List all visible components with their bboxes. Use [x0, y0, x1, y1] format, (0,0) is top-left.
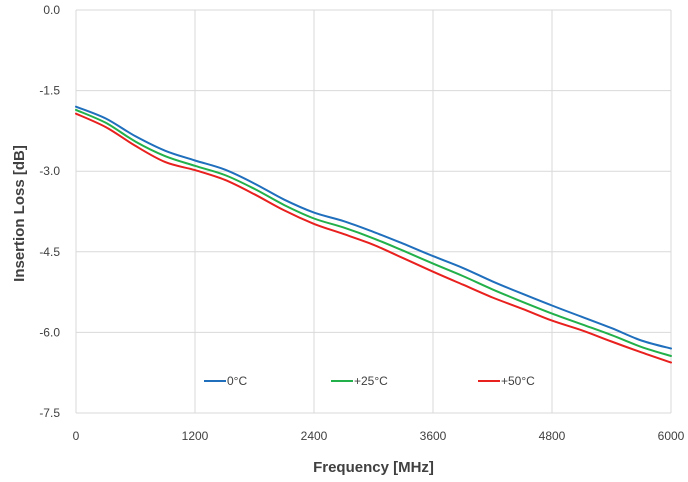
x-axis-title: Frequency [MHz]: [313, 459, 434, 476]
y-tick-label: -4.5: [39, 245, 60, 259]
legend-label-2: +50°C: [501, 374, 535, 388]
series-lines: [75, 105, 672, 364]
legend-label-0: 0°C: [227, 374, 247, 388]
series-line-0: [75, 105, 672, 350]
x-tick-label: 1200: [182, 429, 209, 443]
y-tick-label: -7.5: [39, 406, 60, 420]
x-tick-label: 3600: [420, 429, 447, 443]
y-tick-label: -6.0: [39, 325, 60, 339]
grid: [75, 9, 672, 414]
legend-label-1: +25°C: [354, 374, 388, 388]
x-tick-label: 4800: [539, 429, 566, 443]
x-tick-label: 6000: [658, 429, 685, 443]
legend: 0°C +25°C +50°C: [204, 374, 535, 388]
tick-labels: 0.0 -1.5 -3.0 -4.5 -6.0 -7.5 0 1200 2400 3600 4800…: [39, 3, 684, 443]
y-axis-title: Insertion Loss [dB]: [11, 145, 28, 282]
y-tick-label: -1.5: [39, 84, 60, 98]
y-tick-label: -3.0: [39, 164, 60, 178]
x-tick-label: 2400: [301, 429, 328, 443]
series-line-2: [75, 112, 672, 364]
series-line-1: [75, 108, 672, 357]
x-tick-label: 0: [73, 429, 80, 443]
y-tick-label: 0.0: [43, 3, 60, 17]
